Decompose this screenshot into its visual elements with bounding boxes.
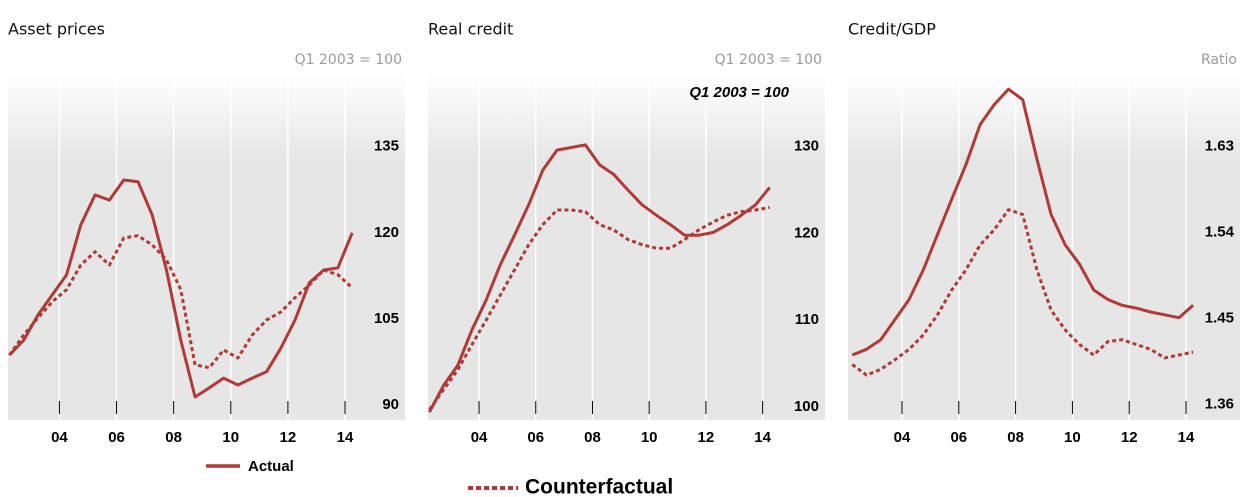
series-line <box>428 143 771 413</box>
x-tick-label: 06 <box>108 429 125 446</box>
x-tick-label: 06 <box>950 429 967 446</box>
x-tick-label: 10 <box>222 429 239 446</box>
x-tick-label: 04 <box>471 429 488 446</box>
y-tick-label: 120 <box>374 224 399 241</box>
x-tick-label: 04 <box>51 429 68 446</box>
legend-label: Actual <box>248 458 294 475</box>
series-line <box>8 178 354 399</box>
plot-background <box>848 72 1240 420</box>
series-line <box>851 208 1194 377</box>
chart-title: Asset prices <box>8 20 105 39</box>
y-tick-label: 1.45 <box>1205 310 1234 327</box>
y-tick-label: 90 <box>382 396 399 413</box>
y-tick-label: 120 <box>794 224 819 241</box>
series-line <box>851 87 1195 357</box>
y-tick-label: 1.54 <box>1205 224 1235 241</box>
chart-title: Credit/GDP <box>848 20 936 39</box>
plot-background <box>428 72 825 420</box>
y-tick-label: 100 <box>794 398 819 415</box>
y-tick-label: 135 <box>374 138 399 155</box>
x-tick-label: 14 <box>1178 429 1195 446</box>
x-tick-label: 12 <box>698 429 715 446</box>
x-tick-label: 08 <box>165 429 182 446</box>
x-tick-label: 10 <box>641 429 658 446</box>
x-tick-label: 04 <box>894 429 911 446</box>
unit-label: Ratio <box>1201 52 1237 68</box>
series-line <box>8 234 354 370</box>
y-tick-label: 1.36 <box>1205 396 1234 413</box>
unit-label: Q1 2003 = 100 <box>295 52 402 68</box>
y-tick-label: 130 <box>794 138 819 155</box>
x-tick-label: 06 <box>527 429 544 446</box>
x-tick-label: 12 <box>280 429 297 446</box>
x-tick-label: 14 <box>754 429 771 446</box>
x-tick-label: 14 <box>337 429 354 446</box>
x-tick-label: 12 <box>1121 429 1138 446</box>
y-tick-label: 105 <box>374 310 399 327</box>
y-tick-label: 1.63 <box>1205 138 1234 155</box>
unit-label: Q1 2003 = 100 <box>715 52 822 68</box>
x-tick-label: 10 <box>1064 429 1081 446</box>
x-tick-label: 08 <box>1007 429 1024 446</box>
y-tick-label: 110 <box>795 311 819 328</box>
legend-label: Counterfactual <box>525 476 673 497</box>
x-tick-label: 08 <box>584 429 601 446</box>
series-line <box>428 205 770 411</box>
chart-title: Real credit <box>428 20 513 39</box>
annotation: Q1 2003 = 100 <box>689 84 789 101</box>
